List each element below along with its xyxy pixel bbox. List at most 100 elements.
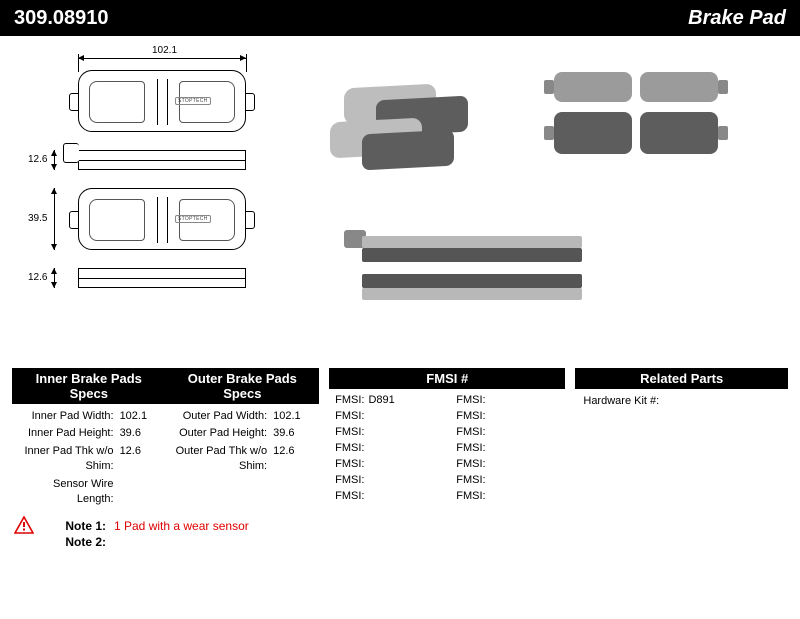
fmsi-value: D891 bbox=[364, 393, 394, 409]
note-row: Note 2: bbox=[14, 534, 786, 550]
photo-side bbox=[362, 288, 582, 300]
fmsi-row: FMSI: bbox=[335, 457, 438, 473]
pad-top-outline: STOPTECH bbox=[78, 70, 246, 132]
photo-ear bbox=[718, 126, 728, 140]
fmsi-label: FMSI: bbox=[456, 489, 485, 505]
outer-specs-rows: Outer Pad Width: 102.1 Outer Pad Height:… bbox=[166, 404, 320, 508]
spec-row: Inner Pad Thk w/o Shim: 12.6 bbox=[16, 443, 162, 476]
inner-specs-rows: Inner Pad Width: 102.1 Inner Pad Height:… bbox=[12, 404, 166, 508]
fmsi-label: FMSI: bbox=[456, 457, 485, 473]
fmsi-label: FMSI: bbox=[456, 473, 485, 489]
fmsi-right-col: FMSI: FMSI: FMSI: FMSI: FMSI: FMSI: FMSI… bbox=[456, 393, 559, 505]
fmsi-row: FMSI:D891 bbox=[335, 393, 438, 409]
dim-thk-top-bar bbox=[54, 150, 55, 170]
dim-width-bar bbox=[78, 58, 246, 59]
side-split bbox=[79, 278, 245, 279]
spec-value: 102.1 bbox=[120, 409, 160, 424]
spec-label: Hardware Kit #: bbox=[583, 394, 659, 409]
specs-pads-column: Inner Brake Pads Specs Outer Brake Pads … bbox=[12, 368, 319, 508]
photo-pad bbox=[640, 72, 718, 102]
inner-specs-header: Inner Brake Pads Specs bbox=[12, 368, 166, 404]
spec-value bbox=[659, 394, 663, 409]
related-parts-header: Related Parts bbox=[575, 368, 788, 389]
pad-ear bbox=[245, 211, 255, 229]
photo-pad bbox=[362, 130, 454, 171]
fmsi-label: FMSI: bbox=[335, 457, 364, 473]
spec-label: Inner Pad Thk w/o Shim: bbox=[18, 444, 120, 475]
related-parts-column: Related Parts Hardware Kit #: bbox=[575, 368, 788, 508]
pad-bottom-outline: STOPTECH bbox=[78, 188, 246, 250]
side-split bbox=[79, 160, 245, 161]
fmsi-label: FMSI: bbox=[456, 425, 485, 441]
header-bar: 309.08910 Brake Pad bbox=[0, 0, 800, 36]
product-photos bbox=[290, 46, 780, 368]
fmsi-column: FMSI # FMSI:D891 FMSI: FMSI: FMSI: FMSI:… bbox=[329, 368, 565, 508]
photo-pad bbox=[554, 72, 632, 102]
warning-icon bbox=[14, 516, 34, 534]
dim-thk-bottom-value: 12.6 bbox=[28, 272, 47, 283]
photo-side bbox=[362, 274, 582, 288]
spec-label: Inner Pad Height: bbox=[18, 426, 120, 441]
pad-side-view-top bbox=[78, 150, 246, 170]
pad-ear bbox=[245, 93, 255, 111]
spec-label: Outer Pad Thk w/o Shim: bbox=[172, 444, 274, 475]
dim-height-bar bbox=[54, 188, 55, 250]
fmsi-row: FMSI: bbox=[456, 425, 559, 441]
photo-ear bbox=[718, 80, 728, 94]
pad-slot bbox=[167, 197, 168, 243]
dim-tick bbox=[246, 54, 247, 72]
pad-detail bbox=[89, 81, 145, 123]
diagram-area: 102.1 STOPTECH 12.6 STOPTECH bbox=[0, 36, 800, 368]
fmsi-row: FMSI: bbox=[456, 489, 559, 505]
fmsi-row: FMSI: bbox=[335, 473, 438, 489]
spec-label: Outer Pad Width: bbox=[172, 409, 274, 424]
fmsi-header: FMSI # bbox=[329, 368, 565, 389]
fmsi-label: FMSI: bbox=[335, 393, 364, 409]
spec-row: Outer Pad Width: 102.1 bbox=[170, 408, 316, 425]
dim-width-value: 102.1 bbox=[152, 45, 177, 56]
fmsi-row: FMSI: bbox=[335, 489, 438, 505]
fmsi-row: FMSI: bbox=[335, 409, 438, 425]
fmsi-label: FMSI: bbox=[335, 425, 364, 441]
pad-slot bbox=[157, 79, 158, 125]
fmsi-label: FMSI: bbox=[335, 489, 364, 505]
wear-clip-icon bbox=[63, 143, 79, 163]
spec-value: 12.6 bbox=[273, 444, 313, 475]
note-label: Note 1: bbox=[42, 519, 114, 533]
fmsi-grid: FMSI:D891 FMSI: FMSI: FMSI: FMSI: FMSI: … bbox=[329, 389, 565, 505]
dim-thk-bottom-bar bbox=[54, 268, 55, 288]
fmsi-row: FMSI: bbox=[456, 457, 559, 473]
part-name: Brake Pad bbox=[688, 7, 786, 30]
spec-row: Inner Pad Width: 102.1 bbox=[16, 408, 162, 425]
fmsi-label: FMSI: bbox=[335, 441, 364, 457]
pad-slot bbox=[167, 79, 168, 125]
spec-label: Outer Pad Height: bbox=[172, 426, 274, 441]
dim-height-value: 39.5 bbox=[28, 213, 47, 224]
spec-value: 39.6 bbox=[120, 426, 160, 441]
photo-pad bbox=[640, 112, 718, 154]
dim-thk-top-value: 12.6 bbox=[28, 154, 47, 165]
fmsi-row: FMSI: bbox=[456, 393, 559, 409]
fmsi-row: FMSI: bbox=[335, 441, 438, 457]
brand-stamp: STOPTECH bbox=[175, 215, 211, 223]
spec-value: 102.1 bbox=[273, 409, 313, 424]
fmsi-row: FMSI: bbox=[456, 473, 559, 489]
notes-section: Note 1: 1 Pad with a wear sensor Note 2: bbox=[0, 508, 800, 550]
note-label: Note 2: bbox=[42, 535, 114, 549]
pad-slot bbox=[157, 197, 158, 243]
part-number: 309.08910 bbox=[14, 7, 109, 30]
fmsi-label: FMSI: bbox=[456, 409, 485, 425]
spec-label: Sensor Wire Length: bbox=[18, 477, 120, 508]
fmsi-left-col: FMSI:D891 FMSI: FMSI: FMSI: FMSI: FMSI: … bbox=[335, 393, 438, 505]
fmsi-row: FMSI: bbox=[456, 441, 559, 457]
pad-detail bbox=[89, 199, 145, 241]
fmsi-label: FMSI: bbox=[335, 473, 364, 489]
spec-value: 39.6 bbox=[273, 426, 313, 441]
spec-value bbox=[120, 477, 160, 508]
dim-tick bbox=[78, 54, 79, 72]
spec-row: Hardware Kit #: bbox=[581, 393, 782, 410]
photo-side bbox=[362, 236, 582, 248]
spec-row: Sensor Wire Length: bbox=[16, 476, 162, 509]
spec-row: Inner Pad Height: 39.6 bbox=[16, 425, 162, 442]
note-row: Note 1: 1 Pad with a wear sensor bbox=[14, 518, 786, 534]
